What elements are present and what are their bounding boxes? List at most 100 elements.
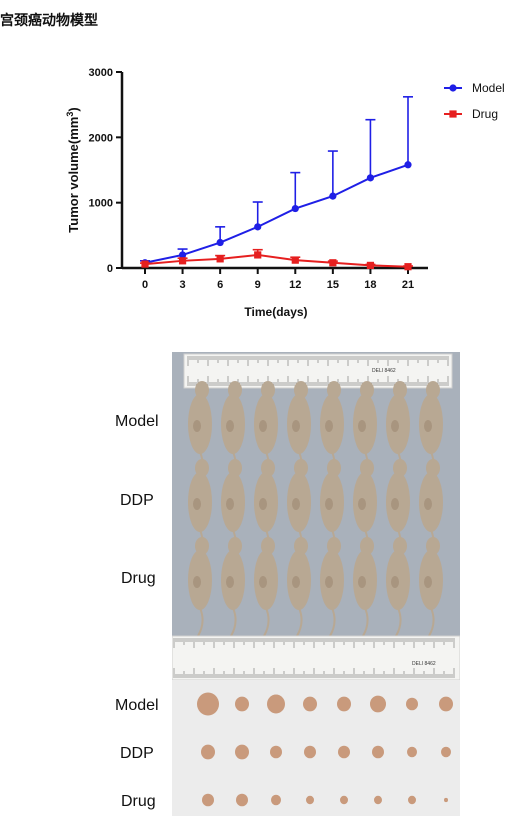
tumor-bump [226, 576, 234, 588]
data-point [366, 261, 375, 269]
data-point [254, 223, 262, 231]
excised-tumor [338, 745, 350, 759]
mouse [386, 459, 410, 559]
mouse-head [327, 459, 341, 477]
tumor-bump [292, 420, 300, 432]
mouse-head [393, 537, 407, 555]
mouse [188, 381, 212, 481]
data-point [291, 256, 299, 264]
y-axis-label-sup: 3 [65, 112, 75, 117]
mouse-head [426, 537, 440, 555]
data-point [329, 192, 337, 200]
excised-tumor [444, 797, 448, 803]
excised-tumor [408, 795, 416, 805]
excised-tumor [197, 692, 219, 716]
data-point [404, 161, 412, 169]
x-axis-label: Time(days) [244, 305, 307, 319]
mouse [419, 537, 443, 637]
y-axis-label-main: Tumor volume(mm [66, 117, 81, 233]
x-tick-label: 0 [142, 279, 148, 291]
y-tick-label: 2000 [89, 132, 113, 144]
mouse [386, 537, 410, 637]
tumor-bump [424, 420, 432, 432]
mouse-head [228, 537, 242, 555]
excised-tumor [340, 795, 348, 805]
tumor-bump [259, 576, 267, 588]
data-point [254, 251, 262, 259]
tumor-photo [172, 680, 460, 816]
mouse-head [327, 381, 341, 399]
mouse-head [195, 381, 209, 399]
excised-tumor [441, 746, 451, 758]
mouse [287, 537, 311, 637]
series-drug [140, 248, 413, 271]
mice-row-label-model: Model [115, 413, 159, 430]
mouse [320, 381, 344, 481]
tumor-bump [358, 498, 366, 510]
tumor-bump [358, 420, 366, 432]
tumor-bump [358, 576, 366, 588]
mice-row-label-ddp: DDP [120, 492, 154, 509]
y-axis-label-end: ) [66, 107, 81, 111]
data-point [141, 260, 149, 268]
excised-tumor [304, 745, 316, 759]
excised-tumor [303, 696, 317, 712]
excised-tumor [201, 744, 215, 760]
excised-tumor [235, 744, 249, 760]
tumor-bump [292, 576, 300, 588]
y-tick-label: 1000 [89, 198, 113, 210]
y-tick-label: 3000 [89, 67, 113, 79]
mouse-tail [230, 607, 237, 637]
mouse-tail [329, 607, 336, 637]
mouse-head [393, 459, 407, 477]
legend-marker [449, 84, 457, 92]
mouse-head [261, 459, 275, 477]
tumor-bump [259, 420, 267, 432]
mouse-head [294, 459, 308, 477]
mouse-head [327, 537, 341, 555]
x-tick-label: 9 [255, 279, 261, 291]
mouse-tail [197, 607, 204, 637]
mouse [353, 537, 377, 637]
top-ruler: DELI 8462 [183, 353, 453, 389]
excised-tumor [271, 794, 281, 806]
tumor-bump [226, 498, 234, 510]
mice-photo: DELI 8462 DELI 8462 [172, 352, 460, 680]
data-point [178, 257, 187, 265]
mouse-head [360, 381, 374, 399]
series-line [144, 253, 409, 268]
excised-tumor [406, 697, 418, 711]
tumor-bump [391, 420, 399, 432]
mouse-head [393, 381, 407, 399]
excised-tumor [235, 696, 249, 712]
legend-label: Model [472, 81, 505, 95]
mouse [353, 381, 377, 481]
tumor-bump [259, 498, 267, 510]
tumor-bump [325, 420, 333, 432]
mouse-head [261, 537, 275, 555]
tumor-bump [391, 576, 399, 588]
tumor-bump [325, 498, 333, 510]
y-axis-label: Tumor volume(mm3) [65, 107, 81, 232]
excised-tumor [407, 746, 417, 758]
x-tick-label: 21 [402, 279, 414, 291]
tumor-bump [325, 576, 333, 588]
tumor-bump [193, 576, 201, 588]
mice-row-label-drug: Drug [121, 570, 156, 587]
x-tick-label: 18 [364, 279, 376, 291]
mouse-head [228, 459, 242, 477]
excised-tumor [267, 694, 285, 714]
tumor-bump [391, 498, 399, 510]
tumor-bump [226, 420, 234, 432]
tumor-row-label-model: Model [115, 697, 159, 714]
excised-tumor [372, 745, 384, 759]
mouse-head [195, 459, 209, 477]
tumor-bump [424, 498, 432, 510]
mouse [221, 537, 245, 637]
x-tick-label: 15 [327, 279, 339, 291]
tumor-row-label-ddp: DDP [120, 745, 154, 762]
series-line [144, 163, 409, 264]
excised-tumor [374, 795, 382, 805]
figure-heading: 宫颈癌动物模型 [0, 13, 98, 29]
mouse [320, 537, 344, 637]
